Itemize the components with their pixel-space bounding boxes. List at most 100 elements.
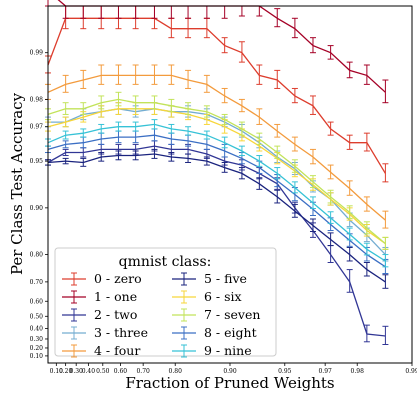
error-bar [151,119,158,130]
series-layer [45,0,389,346]
error-bar [256,108,263,125]
error-bar [221,37,228,54]
legend-item: 9 - nine [172,343,252,358]
legend: qmnist class: 0 - zero 1 - one 2 - two 3 - … [54,247,277,358]
error-bar [363,196,370,212]
legend-item: 4 - four [62,343,140,358]
error-bar [256,132,263,145]
error-bar [327,245,334,263]
series-line [47,74,386,221]
legend-items: 0 - zero 1 - one 2 - two 3 - three 4 - four 5… [62,271,260,358]
error-bar [62,5,69,19]
error-bar [291,17,298,39]
error-bar [80,128,87,138]
legend-title: qmnist class: [119,254,212,270]
error-bar [98,5,105,19]
error-bar [291,87,298,104]
series-5 [45,148,389,289]
error-bar [256,155,263,167]
series-line [47,98,386,245]
y-tick-label: 0.80 [30,252,44,259]
error-bar [185,17,192,39]
error-bar [382,79,389,104]
error-bar [80,102,87,115]
legend-label: 0 - zero [94,271,142,286]
legend-item: 0 - zero [62,271,142,286]
series-9 [45,119,389,268]
error-bar [203,130,210,140]
error-bar [203,156,210,166]
error-bar [309,175,316,189]
error-bar [256,177,263,190]
error-bar [132,64,139,85]
error-bar [98,95,105,110]
error-bar [62,140,69,149]
y-tick-label: 0.60 [30,298,44,305]
legend-item: 3 - three [62,325,148,340]
error-bar [45,0,51,7]
error-bar [238,167,245,180]
error-bar [363,132,370,152]
legend-label: 8 - eight [204,325,257,340]
legend-item: 5 - five [172,271,247,286]
error-bar [168,98,175,113]
error-bar [151,148,158,159]
error-bar [291,181,298,194]
series-line [47,153,386,283]
error-bar [185,153,192,163]
x-tick-label: 0.60 [114,368,128,375]
error-bar [115,5,122,19]
error-bar [346,205,353,219]
error-bar [168,5,175,19]
error-bar [80,5,87,19]
error-bar [274,167,281,180]
error-bar [274,8,281,28]
error-bar [151,64,158,85]
legend-label: 2 - two [94,307,137,322]
x-tick-label: 0.50 [96,368,110,375]
legend-label: 6 - six [204,289,242,304]
error-bar [327,164,334,180]
error-bar [221,136,228,149]
error-bar [185,5,192,19]
error-bar [98,123,105,134]
error-bar [346,180,353,196]
error-bar [256,64,263,85]
error-bar [363,261,370,277]
error-bar [327,211,334,224]
error-bar [115,121,122,132]
error-bar [80,69,87,89]
error-bar [291,159,298,173]
x-tick-label: 0.99 [405,368,417,375]
y-tick-label: 0.98 [30,96,44,103]
error-bar [274,145,281,159]
y-tick-label: 0.99 [30,50,44,57]
error-bar [238,98,245,113]
y-tick-label: 0.70 [30,279,44,286]
x-tick-label: 0.90 [223,368,237,375]
series-line [57,0,386,93]
legend-item: 6 - six [172,289,242,304]
legend-item: 8 - eight [172,325,257,340]
y-tick-label: 0.30 [30,336,44,343]
error-bar [274,189,281,204]
error-bar [382,163,389,183]
y-tick-label: 0.20 [30,345,44,352]
legend-item: 2 - two [62,307,137,322]
x-tick-label: 0.40 [82,368,96,375]
series-line [47,134,386,268]
error-bar [185,126,192,136]
legend-label: 4 - four [94,343,140,358]
error-bar [132,5,139,19]
y-axis-label: Per Class Test Accuracy [8,92,26,275]
error-bar [185,69,192,89]
error-bar [221,113,228,125]
legend-item: 7 - seven [172,307,260,322]
y-tick-label: 0.40 [30,326,44,333]
series-line [48,108,386,256]
series-3 [45,102,389,262]
error-bar [382,236,389,250]
error-bar [62,148,69,157]
error-bar [291,136,298,152]
series-4 [45,64,389,229]
